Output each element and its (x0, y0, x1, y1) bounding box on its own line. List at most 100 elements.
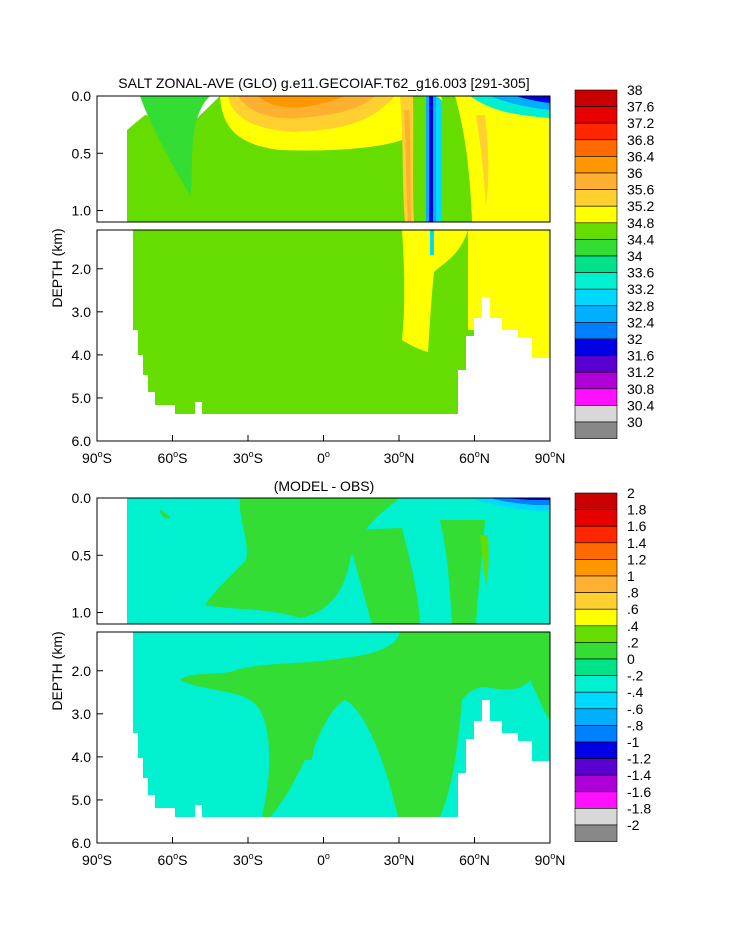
colorbar-swatch (574, 608, 618, 627)
colorbar-swatch (574, 239, 618, 257)
colorbar-swatch (574, 708, 618, 726)
colorbar-label: 32.4 (627, 314, 654, 330)
contour-band (429, 96, 433, 222)
colorbar-swatch (574, 272, 618, 290)
colorbar-swatch (574, 675, 618, 693)
difference-panel: (MODEL - OBS) DEPTH (km) 0.0 0.5 1.0 2.0 3.0… (49, 478, 651, 868)
colorbar-swatch (574, 338, 618, 356)
colorbar-label: .6 (627, 601, 639, 617)
contour-band (345, 528, 420, 624)
colorbar-swatch (574, 525, 618, 544)
colorbar-label: .4 (627, 618, 639, 634)
contour-band (402, 230, 468, 352)
contour-band (160, 510, 170, 519)
lower-depth-field (97, 632, 550, 843)
x-tick-label: 60oN (459, 449, 490, 466)
contour-band (436, 96, 441, 222)
colorbar-label: 38 (627, 82, 643, 98)
colorbar-label: 32.8 (627, 298, 654, 314)
colorbar-swatch (574, 542, 618, 560)
colorbar-swatch (574, 322, 618, 340)
colorbar-swatch (574, 642, 618, 660)
y-axis-label: DEPTH (km) (49, 631, 65, 710)
contour-band (140, 96, 210, 195)
colorbar-swatch (574, 405, 618, 423)
colorbar-swatch (574, 808, 618, 826)
y-tick-label: 0.5 (72, 145, 92, 161)
colorbar-label: 37.2 (627, 115, 654, 131)
colorbar-label: 31.6 (627, 348, 654, 364)
x-axis-ticks: 90oS 60oS 30oS 0o 30oN 60oN 90oN (82, 435, 565, 466)
y-tick-label: 1.0 (72, 203, 92, 219)
contour-band (258, 96, 345, 108)
lower-depth-field (97, 230, 550, 441)
colorbar-label: 35.6 (627, 182, 654, 198)
colorbar-label: 32 (627, 331, 643, 347)
colorbar-swatch (574, 559, 618, 577)
colorbar-label: 31.2 (627, 364, 654, 380)
y-tick-label: 2.0 (72, 663, 92, 679)
y-axis-ticks: 0.0 0.5 1.0 2.0 3.0 4.0 5.0 6.0 (72, 490, 103, 851)
contour-band (270, 760, 315, 817)
contour-band (476, 115, 489, 205)
y-tick-label: 0.0 (72, 490, 92, 506)
background-field (133, 230, 482, 414)
y-tick-label: 4.0 (72, 347, 92, 363)
y-tick-label: 3.0 (72, 706, 92, 722)
y-tick-label: 1.0 (72, 605, 92, 621)
contour-band (468, 230, 550, 358)
contour-band (436, 96, 550, 222)
y-tick-label: 2.0 (72, 261, 92, 277)
colorbar-swatch (574, 791, 618, 809)
y-axis-label: DEPTH (km) (49, 228, 65, 307)
y-tick-label: 4.0 (72, 749, 92, 765)
colorbar-swatch (574, 575, 618, 593)
x-tick-label: 60oS (158, 449, 188, 466)
colorbar-swatch (574, 371, 618, 390)
colorbar-swatch (574, 658, 618, 676)
colorbar-label: 30.4 (627, 397, 654, 413)
colorbar-swatch (574, 824, 618, 842)
x-tick-label: 90oN (535, 449, 566, 466)
upper-depth-field (97, 96, 550, 222)
y-tick-label: 0.0 (72, 88, 92, 104)
colorbar-swatch (574, 758, 618, 776)
colorbar-swatch (574, 388, 618, 406)
colorbar-label: -.6 (627, 701, 644, 717)
salinity-panel: SALT ZONAL-AVE (GLO) g.e11.GECOIAF.T62_g… (49, 75, 654, 466)
colorbar-swatch (574, 625, 618, 643)
colorbar-swatch (574, 774, 618, 793)
colorbar-label: 1.2 (627, 551, 647, 567)
colorbar-label: 1.6 (627, 518, 647, 534)
colorbar-swatch (574, 509, 618, 527)
x-tick-label: 0o (317, 851, 330, 868)
colorbar-label: 2 (627, 485, 635, 501)
colorbar-swatch (574, 89, 618, 107)
colorbar-swatch (574, 189, 618, 207)
x-tick-label: 90oS (82, 851, 112, 868)
colorbar-label: 1 (627, 568, 635, 584)
colorbar-label: -.4 (627, 684, 644, 700)
colorbar-swatch (574, 288, 618, 307)
colorbar-label: -1 (627, 734, 640, 750)
colorbar-label: -1.4 (627, 767, 651, 783)
colorbar-swatch (574, 741, 618, 759)
x-tick-label: 60oS (158, 851, 188, 868)
x-tick-label: 30oN (384, 851, 415, 868)
contour-band (404, 110, 411, 222)
x-tick-label: 90oN (535, 851, 566, 868)
plot-frame (96, 95, 551, 223)
colorbar-label: -1.8 (627, 800, 651, 816)
x-tick-label: 30oN (384, 449, 415, 466)
colorbar-swatch (574, 305, 618, 323)
colorbar-label: .8 (627, 585, 639, 601)
colorbar-label: 34.4 (627, 231, 654, 247)
y-tick-label: 6.0 (72, 835, 92, 851)
colorbar-swatch (574, 725, 618, 743)
colorbar-label: 1.8 (627, 502, 647, 518)
colorbar-swatch (574, 106, 618, 124)
colorbar-swatch (574, 691, 618, 710)
colorbar-label: -.8 (627, 717, 644, 733)
colorbar-swatch (574, 139, 618, 157)
